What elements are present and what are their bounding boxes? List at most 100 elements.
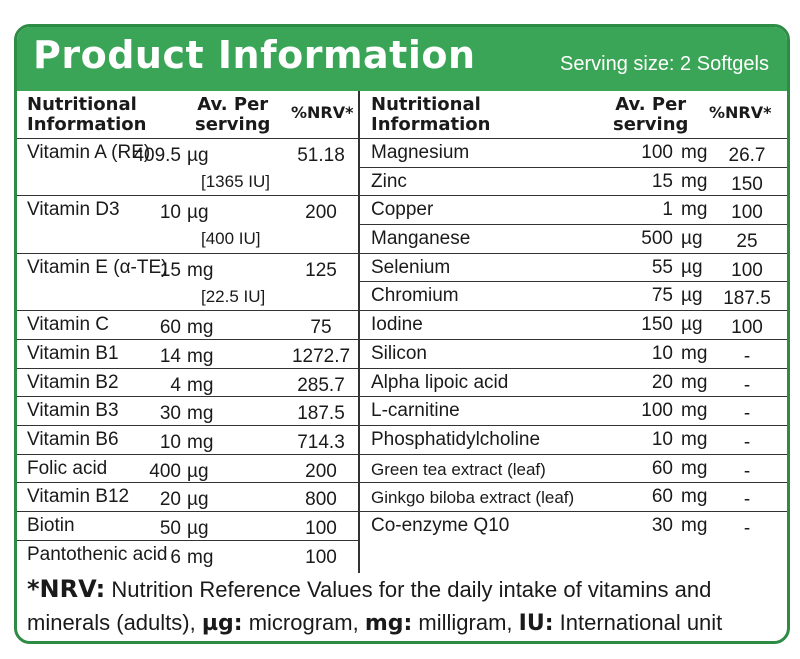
- right-table: Nutritional Information Av. Per serving …: [359, 91, 787, 541]
- nrv-percent: 125: [305, 259, 337, 281]
- amount-value: 15: [651, 170, 673, 192]
- footer-iu-text: International unit: [553, 610, 723, 635]
- amount-unit: mg: [681, 342, 708, 364]
- table-row: Folic acid 400 µg 200: [17, 455, 359, 484]
- amount-value: 55: [651, 256, 673, 278]
- nrv-percent: 26.7: [728, 145, 766, 166]
- nutrient-name: Iodine: [371, 314, 423, 336]
- nrv-percent: 51.18: [297, 145, 345, 166]
- nutrient-name: Vitamin A (RE): [27, 142, 151, 163]
- table-row: Magnesium 100 mg 26.7: [359, 139, 787, 168]
- serving-size: Serving size: 2 Softgels: [560, 53, 769, 75]
- table-row: Vitamin B2 4 mg 285.7: [17, 369, 359, 398]
- amount-value: 10: [159, 202, 181, 224]
- nutrient-name: Vitamin B3: [27, 400, 119, 422]
- amount-value: 100: [641, 142, 673, 163]
- amount-value: 20: [651, 371, 673, 393]
- amount-value: 409.5: [133, 145, 181, 166]
- amount-unit: mg: [187, 317, 214, 339]
- iu-equivalent: [400 IU]: [201, 229, 261, 249]
- nrv-percent: -: [743, 489, 751, 511]
- amount-value: 150: [641, 314, 673, 336]
- amount-unit: µg: [681, 285, 703, 307]
- nutrient-name: Biotin: [27, 514, 75, 536]
- nutrient-name: Green tea extract (leaf): [371, 459, 546, 479]
- col-header-amount: Av. Per serving: [195, 94, 271, 135]
- table-row: Chromium 75 µg 187.5: [359, 282, 787, 312]
- left-table-body: Vitamin A (RE) 409.5 µg 51.18 [1365 IU] Vitam…: [17, 139, 359, 569]
- nutrient-name: Vitamin B1: [27, 342, 119, 364]
- table-row: Ginkgo biloba extract (leaf) 60 mg -: [359, 483, 787, 512]
- nrv-percent: 100: [305, 517, 337, 539]
- nrv-percent: 200: [305, 460, 337, 482]
- amount-unit: mg: [187, 403, 214, 425]
- nutrient-name: Chromium: [371, 285, 459, 307]
- amount-value: 75: [651, 285, 673, 307]
- panel-title: Product Information: [33, 33, 476, 77]
- nutrient-name: Ginkgo biloba extract (leaf): [371, 488, 575, 508]
- nutrient-name: Vitamin E (α-TE): [27, 256, 168, 278]
- nutrient-name: Alpha lipoic acid: [371, 371, 509, 393]
- nrv-percent: 100: [731, 259, 763, 281]
- footer-nrv-text: Nutrition Reference Values for the daily…: [27, 577, 712, 635]
- amount-value: 60: [159, 317, 181, 339]
- amount-unit: mg: [187, 259, 214, 281]
- table-row: Vitamin B6 10 mg 714.3: [17, 426, 359, 455]
- amount-value: 30: [651, 514, 673, 536]
- amount-value: 10: [159, 431, 181, 453]
- iu-equivalent: [1365 IU]: [201, 172, 270, 191]
- nrv-percent: 1272.7: [291, 345, 351, 367]
- amount-value: 60: [651, 457, 673, 479]
- amount-unit: µg: [681, 256, 703, 278]
- footer-legend: *NRV: Nutrition Reference Values for the…: [27, 573, 779, 640]
- nrv-percent: 285.7: [297, 374, 345, 396]
- left-table-header: Nutritional Information Av. Per serving …: [17, 91, 359, 139]
- amount-unit: mg: [681, 514, 708, 536]
- col-header-amount: Av. Per serving: [613, 94, 689, 135]
- amount-unit: µg: [187, 517, 209, 539]
- table-row: Co-enzyme Q10 30 mg -: [359, 512, 787, 541]
- nutrient-name: Vitamin C: [27, 314, 110, 336]
- amount-value: 10: [651, 342, 673, 364]
- table-row: Zinc 15 mg 150: [359, 168, 787, 197]
- amount-unit: µg: [681, 314, 703, 336]
- amount-unit: mg: [681, 428, 708, 450]
- footer-ug-key: µg:: [201, 611, 243, 636]
- amount-value: 1: [662, 199, 673, 221]
- footer-ug-text: microgram,: [242, 610, 365, 635]
- amount-unit: mg: [681, 400, 708, 422]
- amount-value: 400: [149, 460, 181, 482]
- nrv-percent: 25: [736, 231, 758, 253]
- product-information-panel: Product Information Serving size: 2 Soft…: [14, 24, 790, 644]
- table-row: L-carnitine 100 mg -: [359, 397, 787, 426]
- amount-unit: mg: [681, 170, 708, 192]
- nutrient-name: Folic acid: [27, 457, 108, 479]
- left-table: Nutritional Information Av. Per serving …: [17, 91, 359, 569]
- amount-value: 100: [641, 400, 673, 422]
- table-row: Vitamin A (RE) 409.5 µg 51.18 [1365 IU]: [17, 139, 359, 197]
- amount-value: 10: [651, 428, 673, 450]
- amount-value: 4: [170, 374, 181, 396]
- header-bar: Product Information Serving size: 2 Soft…: [17, 27, 787, 91]
- table-row: Vitamin E (α-TE) 15 mg 125 [22.5 IU]: [17, 254, 359, 312]
- table-row: Biotin 50 µg 100: [17, 512, 359, 541]
- nrv-percent: 100: [731, 317, 763, 339]
- nrv-percent: 714.3: [297, 431, 345, 453]
- amount-value: 20: [159, 489, 181, 511]
- nutrient-name: Pantothenic acid: [27, 543, 168, 565]
- amount-unit: mg: [187, 546, 214, 568]
- nutrient-name: Phosphatidylcholine: [371, 428, 541, 450]
- amount-value: 30: [159, 403, 181, 425]
- table-row: Alpha lipoic acid 20 mg -: [359, 369, 787, 398]
- table-row: Copper 1 mg 100: [359, 196, 787, 226]
- nutrient-name: Manganese: [371, 228, 471, 250]
- amount-unit: µg: [187, 460, 209, 482]
- nutrient-name: Vitamin B6: [27, 428, 119, 450]
- nutrient-name: Magnesium: [371, 142, 470, 163]
- table-row: Selenium 55 µg 100: [359, 254, 787, 283]
- table-row: Green tea extract (leaf) 60 mg -: [359, 455, 787, 484]
- nrv-percent: -: [743, 345, 751, 367]
- amount-value: 14: [159, 345, 181, 367]
- nrv-percent: 150: [731, 173, 763, 195]
- footer-iu-key: IU:: [518, 611, 554, 636]
